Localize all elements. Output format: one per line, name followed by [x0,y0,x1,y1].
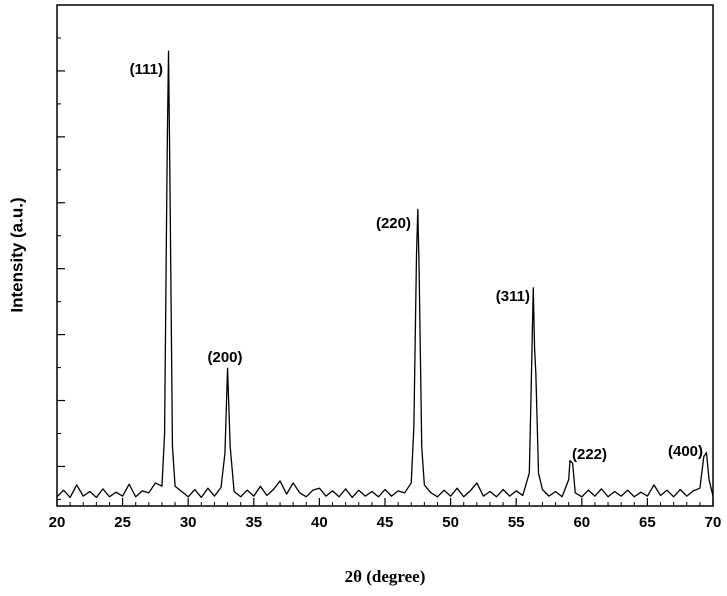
x-axis-title: 2θ (degree) [345,567,426,586]
x-tick-label: 55 [508,514,525,531]
plot-frame [57,5,713,506]
chart: 2θ (degree) Intensity (a.u.) 20 25 30 35 40 4… [0,0,727,596]
x-tick-label: 35 [245,514,262,531]
peak-label: (400) [668,443,703,460]
x-tick-label: 20 [49,514,66,531]
x-tick-label: 40 [311,514,328,531]
peak-label: (222) [572,446,607,463]
x-tick-label: 45 [377,514,394,531]
y-axis-title: Intensity (a.u.) [7,197,26,312]
x-tick-label: 50 [442,514,459,531]
x-tick-label: 65 [639,514,656,531]
x-tick-label: 25 [114,514,131,531]
x-tick-label: 30 [180,514,197,531]
peak-label: (220) [376,215,411,232]
xrd-line [57,51,713,497]
x-tick-label: 60 [573,514,590,531]
peak-label: (111) [130,61,163,78]
x-tick-label: 70 [705,514,722,531]
peak-label: (311) [496,288,530,305]
peak-label: (200) [207,349,242,366]
